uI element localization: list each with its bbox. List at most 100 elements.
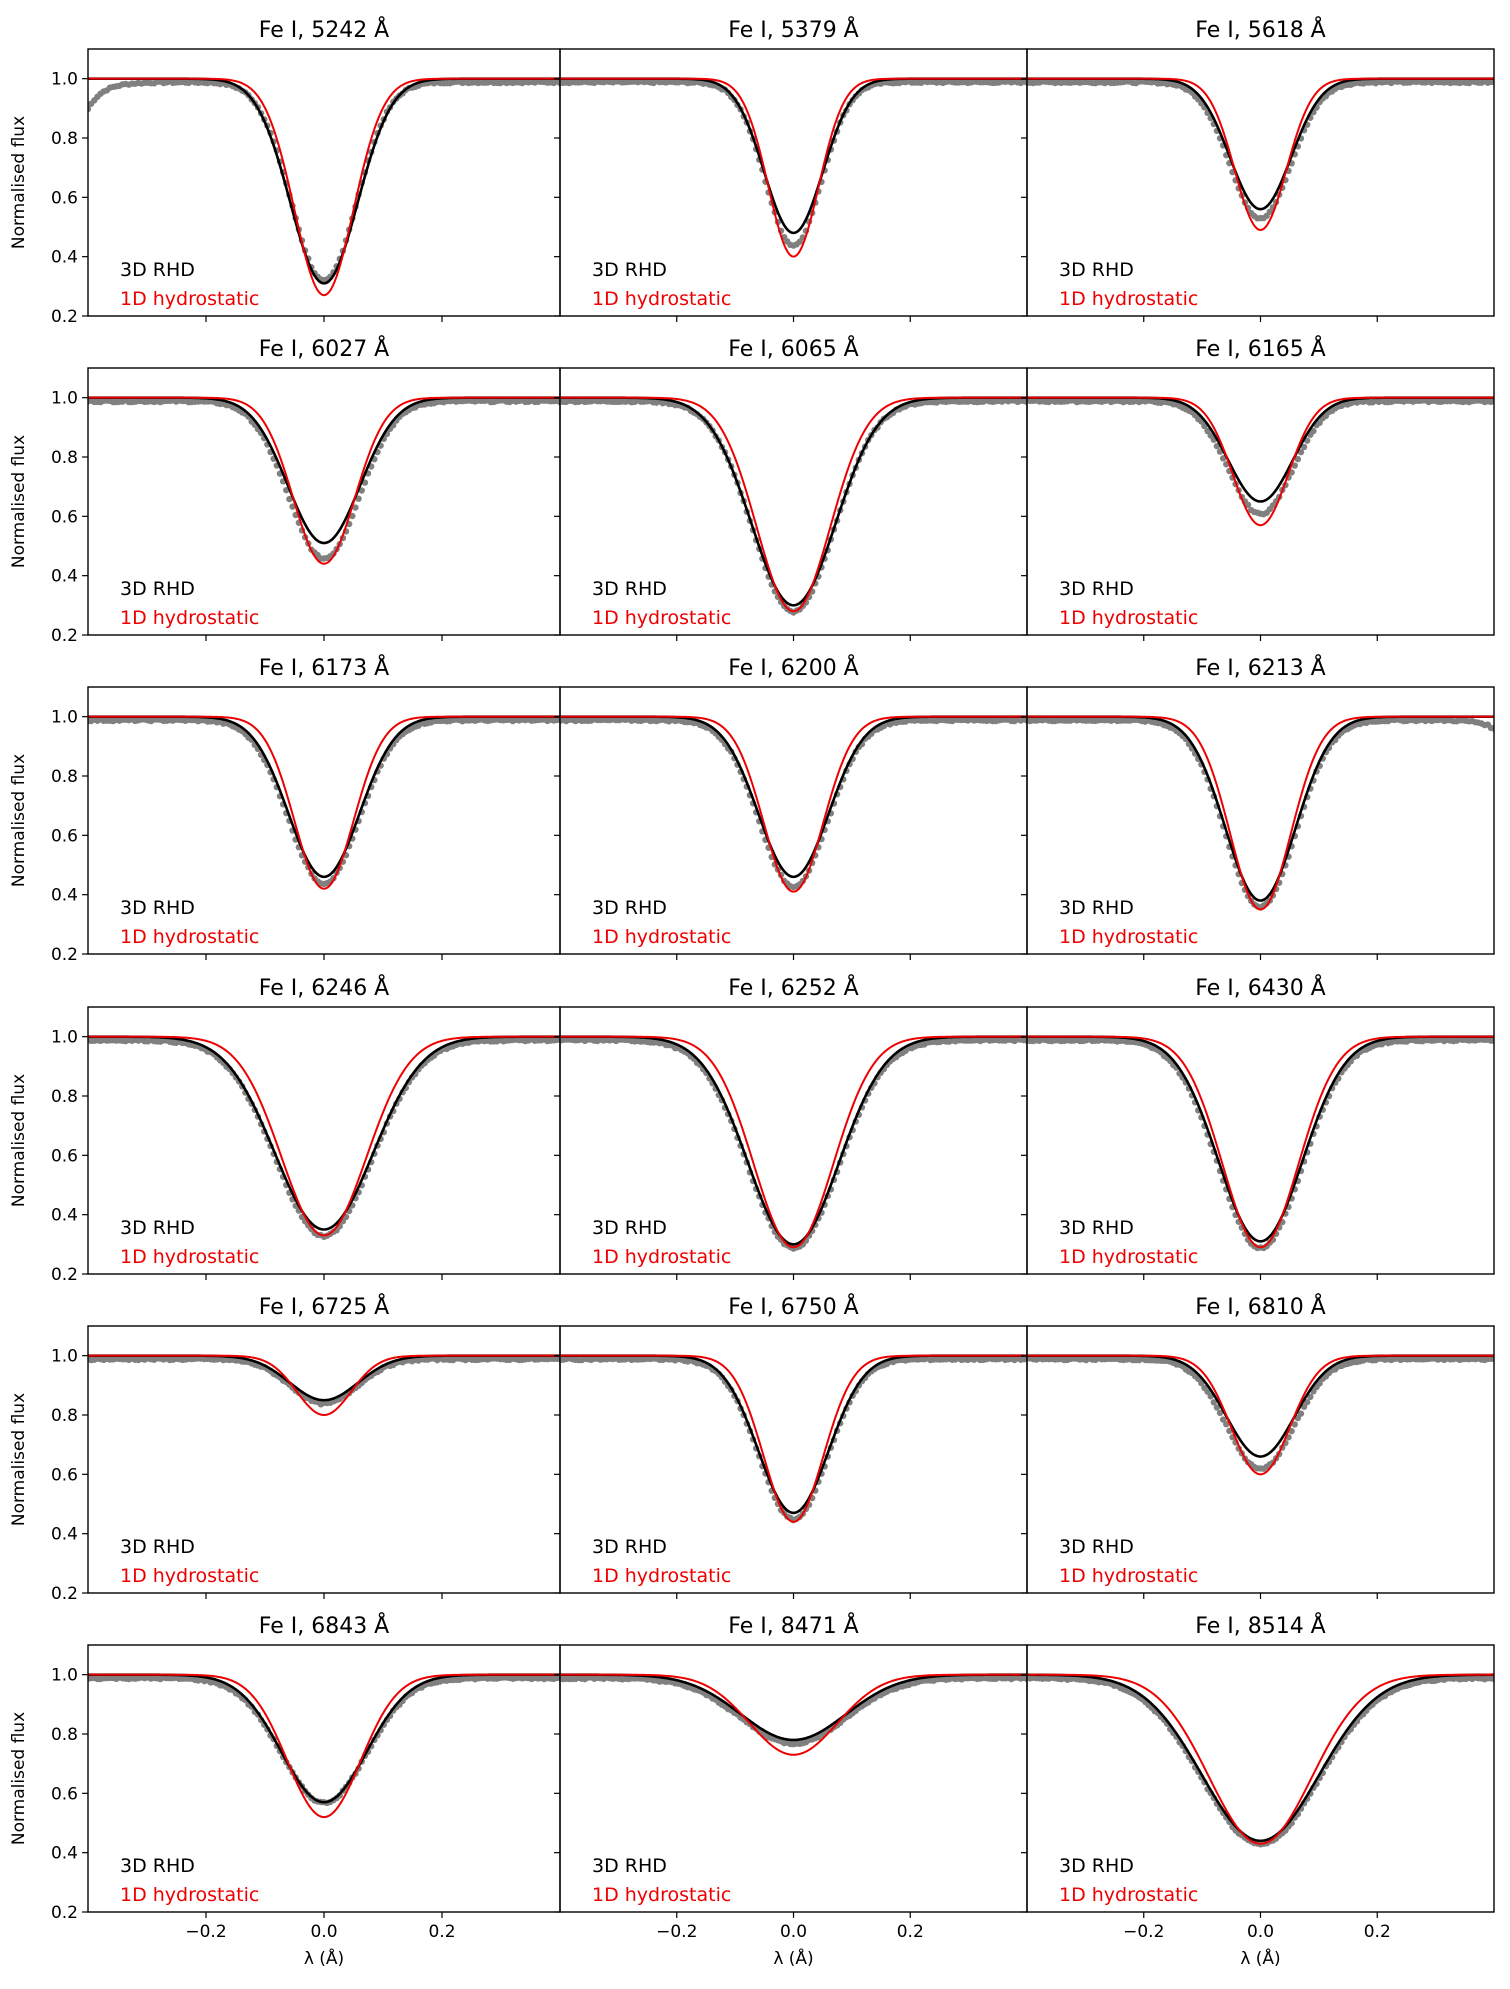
observed-point — [556, 1674, 560, 1682]
observed-point — [1297, 448, 1305, 456]
plot-area — [560, 715, 1027, 893]
legend-3d-rhd: 3D RHD — [592, 259, 667, 281]
legend-1d-hydrostatic: 1D hydrostatic — [592, 926, 731, 948]
legend-3d-rhd: 3D RHD — [592, 1536, 667, 1558]
observed-point — [1213, 442, 1221, 450]
y-tick-label: 1.0 — [51, 1666, 78, 1686]
curve-1d-hydrostatic — [1027, 396, 1494, 527]
plot-area — [560, 77, 1027, 258]
y-tick-label: 1.0 — [51, 708, 78, 728]
curve-3d-rhd — [560, 1354, 1027, 1515]
observed-point — [1204, 1388, 1211, 1395]
curve-3d-rhd — [560, 77, 1027, 235]
observed-points — [88, 397, 560, 562]
observed-point — [286, 495, 293, 503]
curve-3d-rhd — [88, 1035, 560, 1231]
legend-1d-hydrostatic: 1D hydrostatic — [592, 1884, 731, 1906]
y-tick-label: 0.2 — [51, 307, 78, 327]
observed-point — [1023, 1355, 1027, 1363]
observed-point — [1023, 398, 1027, 406]
panel-title: Fe I, 6810 Å — [1195, 1293, 1326, 1320]
legend-1d-hydrostatic: 1D hydrostatic — [1059, 288, 1198, 310]
y-tick-label: 1.0 — [51, 70, 78, 90]
panel: Fe I, 6252 Å 3D RHD 1D hydrostatic — [554, 974, 1028, 1280]
observed-point — [1304, 437, 1311, 444]
plot-area — [1027, 1673, 1494, 1848]
curve-3d-rhd — [1027, 77, 1494, 211]
legend-1d-hydrostatic: 1D hydrostatic — [120, 1246, 259, 1268]
y-axis-label: Normalised flux — [9, 1074, 29, 1207]
curve-3d-rhd — [1027, 1673, 1494, 1843]
curve-1d-hydrostatic — [1027, 1354, 1494, 1476]
observed-point — [1300, 1403, 1308, 1410]
curve-1d-hydrostatic — [560, 1673, 1027, 1756]
y-axis-label: Normalised flux — [9, 1712, 29, 1845]
curve-1d-hydrostatic — [1027, 77, 1494, 231]
observed-point — [1307, 1393, 1314, 1401]
panel: Fe I, 5242 Å 0.2 0.4 0.6 0.8 1.0 3D RHD 1D hydr… — [9, 16, 561, 327]
observed-point — [1023, 79, 1027, 86]
plot-area — [88, 1035, 560, 1241]
observed-point — [1490, 397, 1494, 405]
legend-3d-rhd: 3D RHD — [1059, 1536, 1134, 1558]
observed-point — [556, 398, 560, 406]
legend-1d-hydrostatic: 1D hydrostatic — [120, 607, 259, 629]
curve-3d-rhd — [1027, 1035, 1494, 1243]
legend-3d-rhd: 3D RHD — [120, 259, 195, 281]
observed-points — [1027, 1355, 1494, 1472]
observed-point — [355, 495, 362, 502]
observed-points — [560, 1355, 1027, 1524]
panel-title: Fe I, 6213 Å — [1195, 654, 1326, 681]
curve-1d-hydrostatic — [88, 715, 560, 890]
observed-point — [1294, 455, 1302, 463]
plot-area — [88, 1673, 560, 1819]
panel: Fe I, 8471 Å −0.2 0.0 0.2 3D RHD 1D hydrostat… — [554, 1612, 1028, 1969]
y-tick-label: 1.0 — [51, 1347, 78, 1367]
plot-area — [1027, 396, 1494, 527]
legend-1d-hydrostatic: 1D hydrostatic — [592, 1565, 731, 1587]
observed-points — [560, 1674, 1027, 1748]
legend-1d-hydrostatic: 1D hydrostatic — [1059, 1565, 1198, 1587]
curve-3d-rhd — [1027, 715, 1494, 902]
observed-point — [1023, 717, 1027, 724]
observed-points — [88, 1036, 560, 1241]
panel-title: Fe I, 5379 Å — [728, 16, 859, 43]
y-tick-label: 0.4 — [51, 1844, 78, 1864]
observed-points — [88, 716, 560, 888]
curve-1d-hydrostatic — [560, 77, 1027, 258]
observed-points — [560, 78, 1027, 249]
curve-1d-hydrostatic — [1027, 1673, 1494, 1845]
observed-points — [1027, 716, 1494, 911]
panel-title: Fe I, 6750 Å — [728, 1293, 859, 1320]
x-axis-label: λ (Å) — [304, 1947, 344, 1969]
panel-title: Fe I, 6173 Å — [259, 654, 390, 681]
panel: Fe I, 6430 Å 3D RHD 1D hydrostatic — [1021, 974, 1495, 1280]
observed-point — [1294, 1414, 1302, 1422]
observed-point — [1490, 1037, 1494, 1044]
x-tick-label: −0.2 — [185, 1922, 226, 1942]
y-axis-label: Normalised flux — [9, 754, 29, 887]
observed-points — [1027, 1674, 1494, 1848]
y-axis-label: Normalised flux — [9, 435, 29, 568]
legend-1d-hydrostatic: 1D hydrostatic — [1059, 1246, 1198, 1268]
observed-points — [88, 1674, 560, 1807]
observed-point — [1219, 1416, 1227, 1423]
panel-title: Fe I, 6165 Å — [1195, 335, 1326, 362]
curve-1d-hydrostatic — [1027, 715, 1494, 911]
legend-3d-rhd: 3D RHD — [1059, 1855, 1134, 1877]
legend-3d-rhd: 3D RHD — [1059, 897, 1134, 919]
y-tick-label: 0.4 — [51, 248, 78, 268]
plot-area — [88, 1354, 560, 1416]
observed-points — [560, 716, 1027, 891]
legend-1d-hydrostatic: 1D hydrostatic — [592, 288, 731, 310]
curve-1d-hydrostatic — [560, 1035, 1027, 1249]
y-tick-label: 0.4 — [51, 1525, 78, 1545]
plot-area — [560, 1354, 1027, 1524]
x-axis-label: λ (Å) — [773, 1947, 813, 1969]
panel-title: Fe I, 6430 Å — [1195, 974, 1326, 1001]
curve-1d-hydrostatic — [1027, 1035, 1494, 1249]
observed-point — [1316, 1380, 1323, 1387]
observed-points — [1027, 1036, 1494, 1252]
observed-point — [1300, 443, 1308, 451]
